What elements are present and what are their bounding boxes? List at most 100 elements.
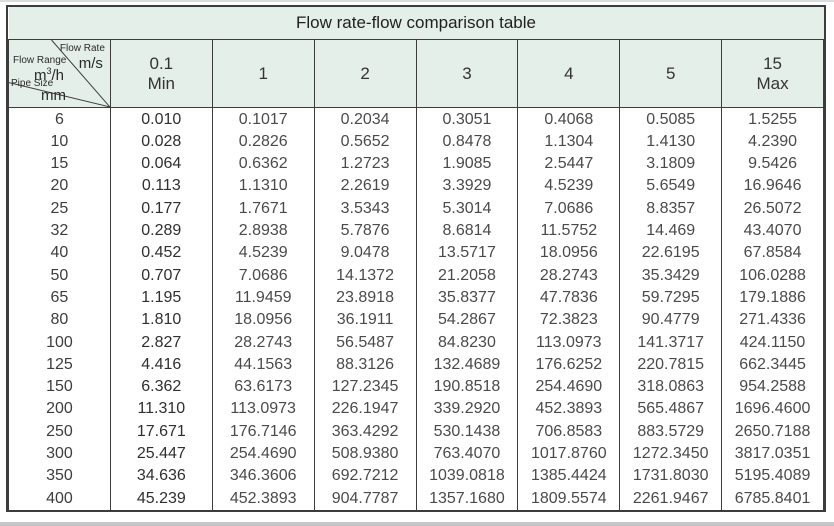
table-row: 40 0.452 4.5239 9.0478 13.5717 18.0956 22.6195… [8,242,824,265]
pipe-size-cell: 40 [8,242,111,265]
column-header-cell: 15 Max [721,39,824,109]
corner-diagonal-lines-icon [9,40,110,107]
flow-value-cell: 35.8377 [415,286,519,310]
flow-value-cell: 190.8518 [415,375,519,399]
table-row: 15 0.064 0.6362 1.2723 1.9085 2.5447 3.1809 9.5… [8,153,824,176]
flow-value-cell: 226.1947 [313,398,417,421]
pipe-size-cell: 15 [8,153,111,176]
flow-value-cell: 9.5426 [721,153,824,176]
flow-value-cell: 22.6195 [619,242,723,265]
pipe-size-cell: 80 [8,309,111,332]
flow-value-cell: 0.010 [109,107,213,131]
flow-value-cell: 1385.4424 [517,465,621,488]
column-header-value: 3 [462,63,472,83]
column-header-cell: 1 [211,39,315,109]
pipe-size-cell: 125 [8,353,111,376]
flow-value-cell: 72.3823 [517,309,621,332]
flow-value-cell: 363.4292 [313,420,417,443]
flow-value-cell: 3.1809 [619,153,723,176]
table-row: 350 34.636 346.3606 692.7212 1039.0818 1385.4… [8,465,824,488]
flow-value-cell: 2.5447 [517,153,621,176]
flow-value-cell: 254.4690 [517,375,621,399]
flow-value-cell: 0.289 [109,219,213,243]
column-header-sublabel: Min [147,73,176,93]
flow-value-cell: 17.671 [109,420,213,443]
flow-value-cell: 43.4070 [721,219,824,243]
flow-value-cell: 0.5652 [313,130,417,153]
flow-value-cell: 763.4070 [415,442,519,466]
column-header-cell: 3 [415,39,519,109]
flow-value-cell: 883.5729 [619,420,723,443]
column-header-cell: 0.1 Min [109,39,213,109]
flow-value-cell: 662.3445 [721,353,824,376]
table-row: 200 11.310 113.0973 226.1947 339.2920 452.389… [8,398,824,421]
flow-value-cell: 176.7146 [211,420,315,443]
flow-value-cell: 254.4690 [211,442,315,466]
table-row: 400 45.239 452.3893 904.7787 1357.1680 1809.5… [8,487,824,510]
flow-value-cell: 45.239 [109,487,213,510]
pipe-size-cell: 300 [8,442,111,466]
flow-value-cell: 88.3126 [313,353,417,376]
flow-value-cell: 5.7876 [313,219,417,243]
flow-value-cell: 452.3893 [211,487,315,510]
flow-value-cell: 0.8478 [415,130,519,153]
table-row: 65 1.195 11.9459 23.8918 35.8377 47.7836 59.72… [8,286,824,310]
flow-value-cell: 5.3014 [415,197,519,220]
flow-value-cell: 132.4689 [415,353,519,376]
flow-value-cell: 59.7295 [619,286,723,310]
flow-value-cell: 63.6173 [211,375,315,399]
flow-value-cell: 7.0686 [211,264,315,287]
column-header-value: 5 [665,63,676,83]
table-row: 6 0.010 0.1017 0.2034 0.3051 0.4068 0.5085 1.52… [8,107,824,131]
flow-value-cell: 0.177 [109,197,213,220]
flow-value-cell: 2.8938 [211,219,315,243]
header-row: Flow Rate m/s Flow Range m3/h Pipe Size … [8,39,824,109]
flow-value-cell: 0.707 [109,264,213,287]
flow-value-cell: 692.7212 [313,465,417,488]
flow-value-cell: 3817.0351 [721,442,824,466]
flow-value-cell: 179.1886 [721,286,824,310]
flow-value-cell: 47.7836 [517,286,621,310]
flow-value-cell: 28.2743 [517,264,621,287]
pipe-size-cell: 250 [8,420,111,443]
flow-value-cell: 2.827 [109,331,213,354]
flow-value-cell: 1.7671 [211,197,315,220]
flow-value-cell: 0.5085 [619,107,723,131]
flow-value-cell: 90.4779 [619,309,723,332]
flow-value-cell: 706.8583 [517,420,621,443]
flow-value-cell: 23.8918 [313,286,417,310]
corner-header-cell: Flow Rate m/s Flow Range m3/h Pipe Size … [8,39,111,109]
column-header-cell: 5 [619,39,723,109]
flow-value-cell: 11.9459 [211,286,315,310]
flow-value-cell: 1.1304 [517,130,621,153]
pipe-size-unit: mm [41,87,66,105]
flow-value-cell: 0.6362 [211,153,315,176]
flow-value-cell: 0.4068 [517,107,621,131]
column-header-value: 1 [258,63,268,83]
column-header-cell: 2 [313,39,417,109]
pipe-size-cell: 400 [8,487,111,510]
flow-value-cell: 11.310 [109,398,213,421]
flow-value-cell: 13.5717 [415,242,519,265]
table-title: Flow rate-flow comparison table [8,7,824,41]
flow-value-cell: 9.0478 [313,242,417,265]
flow-value-cell: 18.0956 [211,309,315,332]
flow-rate-unit: m/s [78,55,103,73]
flow-value-cell: 54.2867 [415,309,519,332]
column-header-sublabel: Max [756,73,789,93]
column-header-cell: 4 [517,39,621,109]
flow-value-cell: 452.3893 [517,398,621,421]
flow-value-cell: 2261.9467 [619,487,723,510]
pipe-size-cell: 200 [8,398,111,421]
flow-value-cell: 508.9380 [313,442,417,466]
flow-value-cell: 8.8357 [619,197,723,220]
flow-value-cell: 6785.8401 [721,487,824,510]
flow-value-cell: 346.3606 [211,465,315,488]
flow-value-cell: 7.0686 [517,197,621,220]
flow-value-cell: 56.5487 [313,331,417,354]
flow-value-cell: 0.3051 [415,107,519,131]
flow-range-label: Flow Range [13,55,67,67]
flow-value-cell: 1.4130 [619,130,723,153]
table-row: 100 2.827 28.2743 56.5487 84.8230 113.0973 141… [8,331,824,354]
